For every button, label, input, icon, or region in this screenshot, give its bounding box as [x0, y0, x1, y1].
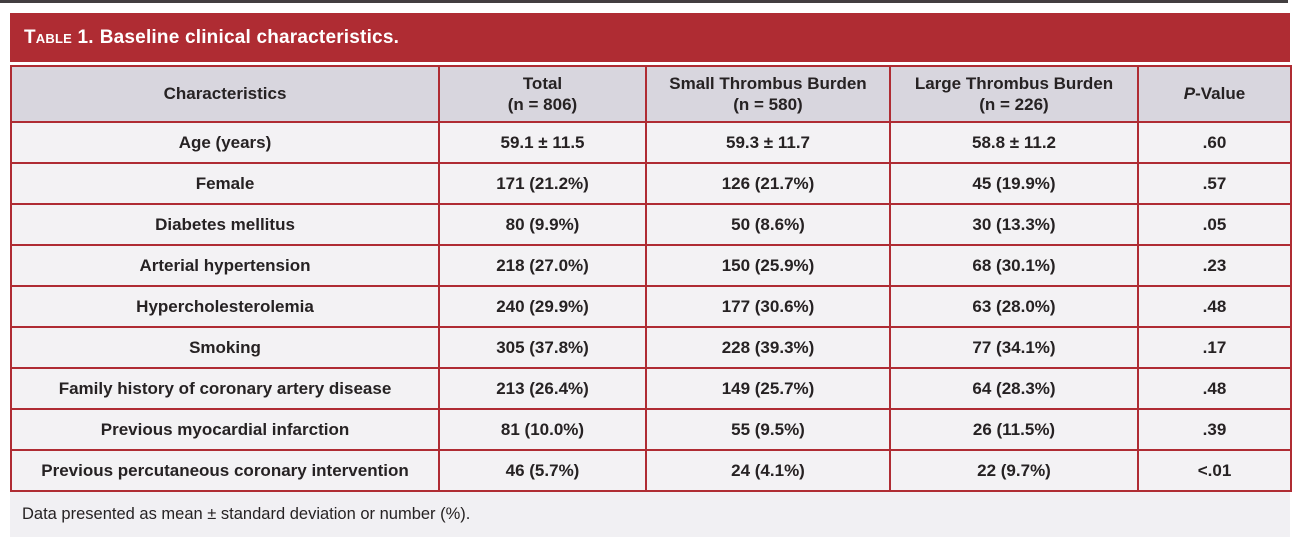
- large-burden-cell: 63 (28.0%): [889, 285, 1139, 328]
- large-burden-cell: 45 (19.9%): [889, 162, 1139, 205]
- total-cell: 218 (27.0%): [438, 244, 647, 287]
- table-row: Female 171 (21.2%) 126 (21.7%) 45 (19.9%…: [10, 162, 1292, 205]
- large-burden-cell: 68 (30.1%): [889, 244, 1139, 287]
- table-row: Previous percutaneous coronary intervent…: [10, 449, 1292, 492]
- pvalue-cell: <.01: [1137, 449, 1292, 492]
- large-burden-cell: 64 (28.3%): [889, 367, 1139, 410]
- row-label-cell: Previous percutaneous coronary intervent…: [10, 449, 440, 492]
- table-row: Smoking 305 (37.8%) 228 (39.3%) 77 (34.1…: [10, 326, 1292, 369]
- table-row: Hypercholesterolemia 240 (29.9%) 177 (30…: [10, 285, 1292, 328]
- total-cell: 305 (37.8%): [438, 326, 647, 369]
- total-cell: 240 (29.9%): [438, 285, 647, 328]
- pvalue-cell: .60: [1137, 121, 1292, 164]
- large-burden-cell: 58.8 ± 11.2: [889, 121, 1139, 164]
- header-total-line2: (n = 806): [507, 95, 578, 114]
- header-pvalue-rest: -Value: [1195, 84, 1246, 104]
- header-large-line2: (n = 226): [979, 95, 1049, 114]
- small-burden-cell: 149 (25.7%): [645, 367, 891, 410]
- large-burden-cell: 30 (13.3%): [889, 203, 1139, 246]
- table-number-label: Table 1.: [24, 26, 94, 48]
- table-row: Previous myocardial infarction 81 (10.0%…: [10, 408, 1292, 451]
- small-burden-cell: 150 (25.9%): [645, 244, 891, 287]
- table-body: Age (years) 59.1 ± 11.5 59.3 ± 11.7 58.8…: [10, 121, 1292, 492]
- small-burden-cell: 126 (21.7%): [645, 162, 891, 205]
- header-small-line2: (n = 580): [733, 95, 803, 114]
- total-cell: 81 (10.0%): [438, 408, 647, 451]
- header-large-thrombus: Large Thrombus Burden (n = 226): [889, 65, 1139, 123]
- header-total: Total (n = 806): [438, 65, 647, 123]
- pvalue-cell: .17: [1137, 326, 1292, 369]
- total-cell: 59.1 ± 11.5: [438, 121, 647, 164]
- footnote-text: Data presented as mean ± standard deviat…: [22, 505, 471, 523]
- header-total-line1: Total: [522, 73, 563, 93]
- row-label-cell: Hypercholesterolemia: [10, 285, 440, 328]
- pvalue-cell: .57: [1137, 162, 1292, 205]
- small-burden-cell: 177 (30.6%): [645, 285, 891, 328]
- pvalue-cell: .48: [1137, 367, 1292, 410]
- row-label-cell: Smoking: [10, 326, 440, 369]
- table-row: Diabetes mellitus 80 (9.9%) 50 (8.6%) 30…: [10, 203, 1292, 246]
- table-title-text: Baseline clinical characteristics.: [99, 26, 400, 48]
- header-small-line1: Small Thrombus Burden: [669, 73, 867, 93]
- header-large-line1: Large Thrombus Burden: [914, 73, 1114, 93]
- header-characteristics: Characteristics: [10, 65, 440, 123]
- row-label-cell: Age (years): [10, 121, 440, 164]
- header-pvalue-italic: P: [1183, 84, 1196, 104]
- large-burden-cell: 26 (11.5%): [889, 408, 1139, 451]
- small-burden-cell: 50 (8.6%): [645, 203, 891, 246]
- row-label-cell: Female: [10, 162, 440, 205]
- small-burden-cell: 228 (39.3%): [645, 326, 891, 369]
- small-burden-cell: 55 (9.5%): [645, 408, 891, 451]
- small-burden-cell: 59.3 ± 11.7: [645, 121, 891, 164]
- header-pvalue: P-Value: [1137, 65, 1292, 123]
- table-row: Family history of coronary artery diseas…: [10, 367, 1292, 410]
- pvalue-cell: .05: [1137, 203, 1292, 246]
- table-row: Arterial hypertension 218 (27.0%) 150 (2…: [10, 244, 1292, 287]
- header-characteristics-label: Characteristics: [163, 84, 287, 104]
- large-burden-cell: 77 (34.1%): [889, 326, 1139, 369]
- header-row: Characteristics Total (n = 806) Small Th…: [10, 65, 1292, 123]
- row-label-cell: Family history of coronary artery diseas…: [10, 367, 440, 410]
- table-header: Characteristics Total (n = 806) Small Th…: [10, 65, 1292, 123]
- table-footnote: Data presented as mean ± standard deviat…: [10, 492, 1290, 537]
- header-small-thrombus: Small Thrombus Burden (n = 580): [645, 65, 891, 123]
- row-label-cell: Previous myocardial infarction: [10, 408, 440, 451]
- pvalue-cell: .23: [1137, 244, 1292, 287]
- small-burden-cell: 24 (4.1%): [645, 449, 891, 492]
- table-row: Age (years) 59.1 ± 11.5 59.3 ± 11.7 58.8…: [10, 121, 1292, 164]
- baseline-characteristics-table: Table 1. Baseline clinical characteristi…: [10, 13, 1292, 537]
- pvalue-cell: .39: [1137, 408, 1292, 451]
- data-table: Characteristics Total (n = 806) Small Th…: [10, 65, 1292, 492]
- row-label-cell: Diabetes mellitus: [10, 203, 440, 246]
- pvalue-cell: .48: [1137, 285, 1292, 328]
- table-title-bar: Table 1. Baseline clinical characteristi…: [10, 13, 1290, 62]
- page-top-rule: [0, 0, 1288, 3]
- total-cell: 46 (5.7%): [438, 449, 647, 492]
- large-burden-cell: 22 (9.7%): [889, 449, 1139, 492]
- total-cell: 171 (21.2%): [438, 162, 647, 205]
- row-label-cell: Arterial hypertension: [10, 244, 440, 287]
- total-cell: 213 (26.4%): [438, 367, 647, 410]
- total-cell: 80 (9.9%): [438, 203, 647, 246]
